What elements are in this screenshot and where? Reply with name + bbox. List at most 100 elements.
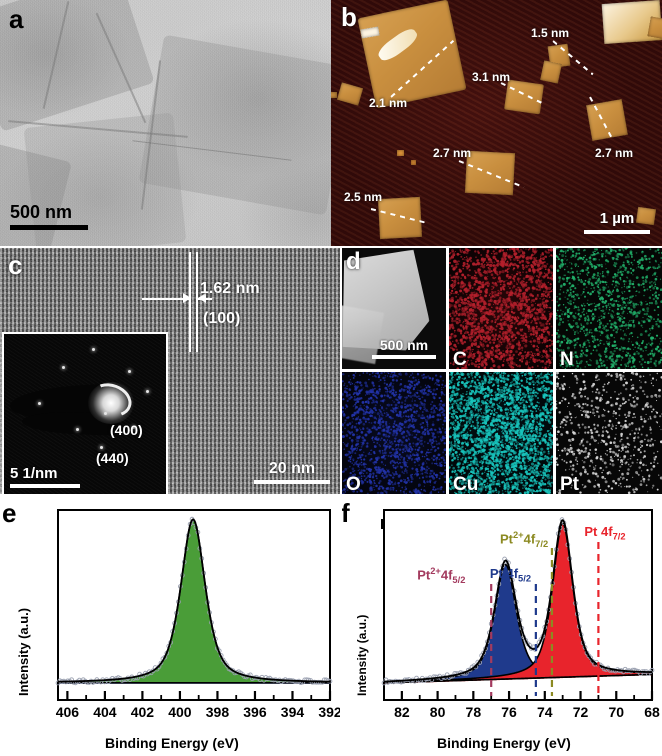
scalebar-bar xyxy=(10,225,88,230)
eds-map-label: O xyxy=(346,474,361,494)
pt4f-component-label: Pt2+4f5/2 xyxy=(417,566,466,585)
arrow-left-icon xyxy=(198,293,206,303)
scalebar-panel-d: 500 nm xyxy=(372,338,436,359)
x-tick-label: 398 xyxy=(205,704,230,720)
afm-nanosheet xyxy=(504,79,544,115)
afm-thickness-label: 2.1 nm xyxy=(369,96,408,110)
saed-inset: (400) (440) 5 1/nm xyxy=(2,332,168,494)
afm-debris xyxy=(411,160,416,165)
eds-dot-layer xyxy=(449,372,553,494)
tem-grain-texture xyxy=(0,0,331,246)
panel-b-afm: 2.1 nm 1.5 nm 3.1 nm 2.7 nm 2.7 nm 2.5 n… xyxy=(331,0,662,246)
saed-spot xyxy=(132,426,135,429)
scalebar-bar xyxy=(584,230,650,234)
eds-map-label: Cu xyxy=(453,474,479,494)
eds-map-c: C xyxy=(449,248,553,369)
eds-map-o: O xyxy=(342,372,446,494)
eds-map-cu: Cu xyxy=(449,372,553,494)
pt4f-component-label: Pt2+4f7/2 xyxy=(499,530,549,549)
panel-label-e: e xyxy=(2,498,17,528)
arrow-right-icon xyxy=(183,293,191,303)
afm-debris xyxy=(397,150,404,156)
scalebar-label: 500 nm xyxy=(379,337,429,354)
x-tick-label: 76 xyxy=(501,704,517,720)
afm-sheet-highlight xyxy=(375,25,421,65)
saed-spot xyxy=(128,370,131,373)
panel-a-tem: a 500 nm xyxy=(0,0,331,246)
pt4f-component-label: Pt 4f7/2 xyxy=(584,524,626,542)
x-tick-label: 82 xyxy=(394,704,410,720)
scalebar-panel-b: 1 µm xyxy=(584,211,650,234)
panel-label-d: d xyxy=(346,248,361,275)
saed-spot xyxy=(76,428,79,431)
saed-spot xyxy=(92,348,95,351)
eds-dot-layer xyxy=(449,248,553,369)
afm-nanosheet xyxy=(357,0,467,109)
x-tick-label: 74 xyxy=(537,704,553,720)
afm-thickness-label: 1.5 nm xyxy=(531,26,570,40)
afm-nanosheet xyxy=(331,92,337,98)
saed-spot xyxy=(62,366,65,369)
afm-thickness-label: 3.1 nm xyxy=(472,70,511,84)
scalebar-label: 1 µm xyxy=(599,210,635,228)
saed-spot xyxy=(100,446,103,449)
scalebar-label: 500 nm xyxy=(10,202,73,223)
x-tick-label: 396 xyxy=(243,704,267,720)
lattice-plane-label: (100) xyxy=(203,310,241,327)
panel-label-b: b xyxy=(341,2,357,32)
x-tick-label: 404 xyxy=(93,704,117,720)
saed-spot xyxy=(104,412,107,415)
scalebar-bar xyxy=(254,480,330,484)
eds-map-label: N xyxy=(560,349,574,369)
x-tick-label: 406 xyxy=(55,704,80,720)
eds-map-label: Pt xyxy=(560,474,579,494)
saed-spot-label: (400) xyxy=(110,422,143,438)
pt4f-component-label: Pt 4f5/2 xyxy=(489,566,532,584)
afm-thickness-label: 2.7 nm xyxy=(433,146,472,160)
x-tick-label: 392 xyxy=(318,704,340,720)
x-axis-title-f: Binding Energy (eV) xyxy=(437,735,571,751)
tem-background xyxy=(0,0,331,246)
xps-plot-f xyxy=(381,509,655,701)
eds-map-haadf: 500 nm d xyxy=(342,248,446,369)
eds-dot-layer xyxy=(556,372,662,494)
saed-spot xyxy=(38,402,41,405)
x-tick-label: 70 xyxy=(608,704,625,720)
x-tick-label: 402 xyxy=(130,704,155,720)
panel-d-eds-maps: 500 nm d C N O Cu Pt xyxy=(342,248,662,494)
x-tick-label: 400 xyxy=(168,704,192,720)
panel-e-xps-n1s: e Intensity (a.u.) Binding Energy (eV) N… xyxy=(0,496,340,756)
x-tick-label: 68 xyxy=(644,704,660,720)
x-tick-label: 72 xyxy=(572,704,589,720)
panel-c-hrtem: 1.62 nm (100) (400) (440) 5 1/nm xyxy=(0,248,340,494)
panel-label-c: c xyxy=(8,250,23,280)
scalebar-label: 5 1/nm xyxy=(10,465,58,483)
scalebar-label: 20 nm xyxy=(268,460,316,478)
saed-central-halo xyxy=(88,382,134,424)
afm-thickness-label: 2.7 nm xyxy=(595,146,634,160)
scalebar-panel-c: 20 nm xyxy=(254,460,330,484)
spacing-measure-bar xyxy=(142,298,190,300)
panel-f-xps-pt4f: f Intensity (a.u.) Binding Energy (eV) P… xyxy=(342,496,662,756)
eds-map-pt: Pt xyxy=(556,372,662,494)
x-axis-title-e: Binding Energy (eV) xyxy=(105,735,239,751)
afm-thickness-label: 2.5 nm xyxy=(344,190,383,204)
eds-map-label: C xyxy=(453,349,467,369)
saed-spot xyxy=(146,390,149,393)
afm-nanosheet xyxy=(377,196,423,240)
eds-dot-layer xyxy=(556,248,662,369)
eds-dot-layer xyxy=(342,372,446,494)
x-tick-label: 78 xyxy=(465,704,482,720)
panel-label-a: a xyxy=(9,4,24,34)
scalebar-bar xyxy=(372,355,436,359)
panel-label-f: f xyxy=(342,498,350,528)
lattice-spacing-label: 1.62 nm xyxy=(200,280,260,297)
scalebar-bar xyxy=(10,484,80,488)
eds-map-n: N xyxy=(556,248,662,369)
xps-plot-e xyxy=(55,509,333,701)
x-tick-label: 80 xyxy=(429,704,446,720)
afm-nanosheet xyxy=(647,16,662,40)
lattice-marker-line xyxy=(196,252,198,352)
saed-spot-label: (440) xyxy=(96,450,129,466)
